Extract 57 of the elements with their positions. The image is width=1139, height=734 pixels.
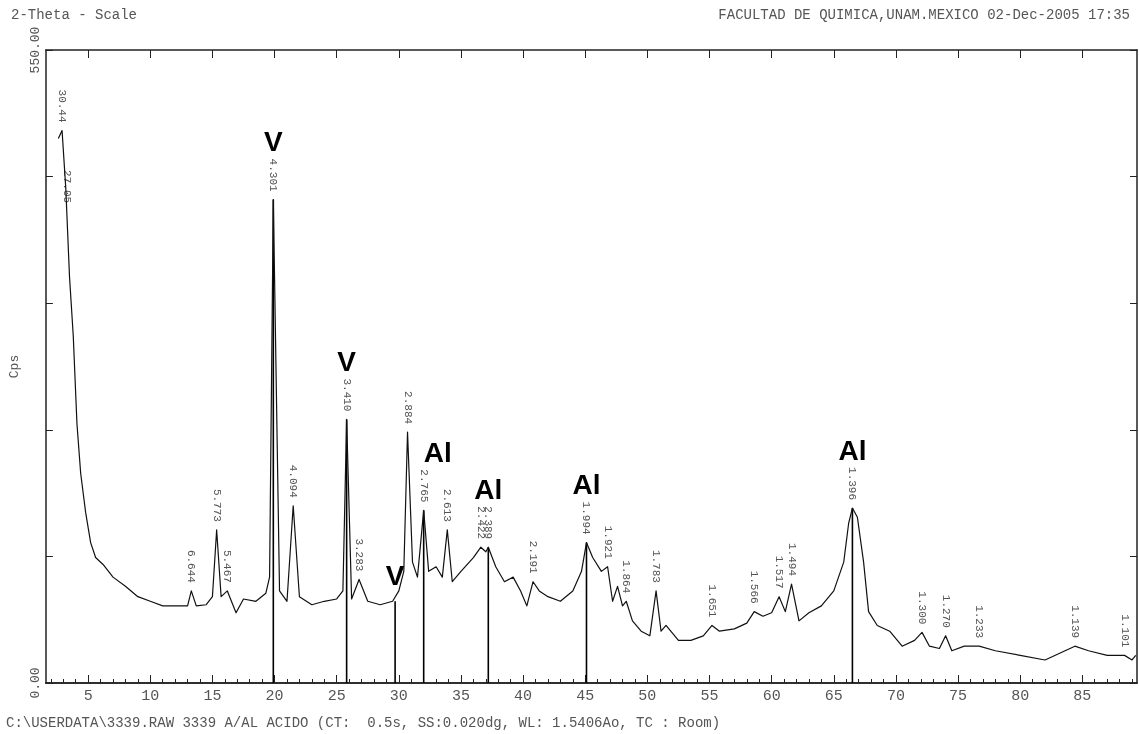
x-tick-label: 60 [762, 688, 781, 705]
annotation: 1.783 [650, 549, 663, 583]
annotation: 1.921 [601, 525, 614, 560]
annotation: 4.301 [267, 158, 280, 193]
annotation: 1.396 [846, 467, 859, 501]
text: C:\USERDATA\3339.RAW 3339 A/AL ACIDO (CT: 0.5s, SS:0.020dg, WL: 1.5406Ao, TC : Room) [6, 715, 721, 731]
x-tick-label: 30 [389, 688, 408, 705]
x-tick-label: 85 [1073, 688, 1092, 705]
x-tick-label: 25 [327, 688, 346, 705]
line-series [57, 129, 1137, 661]
data-label: V [337, 345, 357, 377]
chart-title: 2-Theta - Scale [11, 7, 138, 23]
x-tick-label: 80 [1011, 688, 1030, 705]
x-tick-label: 45 [576, 688, 595, 705]
annotation: 1.270 [939, 594, 952, 628]
annotation: 1.864 [620, 560, 633, 594]
x-tick-label: 20 [265, 688, 284, 705]
chart-subtitle: FACULTAD DE QUIMICA,UNAM.MEXICO 02-Dec-2005 17:35 [718, 7, 1130, 23]
x-tick-label: 40 [514, 688, 533, 705]
data-label: Al [423, 436, 452, 468]
annotation: 1.233 [973, 605, 986, 639]
x-tick-label: 55 [700, 688, 719, 705]
x-tick-label: 15 [203, 688, 222, 705]
annotation: 1.566 [748, 570, 761, 604]
annotation: 1.994 [580, 501, 593, 535]
annotation: 2.765 [417, 469, 430, 503]
annotation: 3.410 [340, 378, 353, 412]
annotation: 2.884 [401, 391, 414, 425]
annotation: 1.517 [773, 555, 786, 589]
annotation: 4.094 [287, 464, 300, 499]
data-label: V [263, 126, 283, 158]
data-label: Al [572, 469, 601, 501]
annotation: 1.651 [705, 584, 718, 618]
annotation: 6.644 [185, 549, 198, 584]
annotation: 1.494 [785, 543, 798, 577]
x-tick-label: 75 [949, 688, 968, 705]
x-tick-label: 5 [83, 688, 93, 705]
x-tick-label: 65 [824, 688, 843, 705]
x-tick-label: 50 [638, 688, 657, 705]
data-label: Al [474, 473, 503, 505]
y-tick-label: 0.00 [27, 667, 43, 699]
x-tick-label: 10 [141, 688, 160, 705]
y-axis-title: Cps [7, 354, 22, 379]
annotation: 30.44 [56, 89, 69, 123]
annotation: 5.773 [210, 488, 223, 522]
annotation: 2.191 [527, 540, 540, 575]
annotation: 27.05 [61, 170, 74, 204]
y-tick-label: 550.00 [27, 26, 43, 74]
x-tick-label: 70 [886, 688, 905, 705]
annotation: 1.139 [1068, 605, 1081, 639]
annotation: 3.283 [353, 538, 366, 572]
annotation: 1.101 [1118, 614, 1131, 648]
annotation: 1.300 [916, 591, 929, 625]
data-label: Al [838, 434, 867, 466]
annotation: 2.613 [441, 488, 454, 522]
annotation: 5.467 [221, 549, 234, 583]
x-tick-label: 35 [451, 688, 470, 705]
